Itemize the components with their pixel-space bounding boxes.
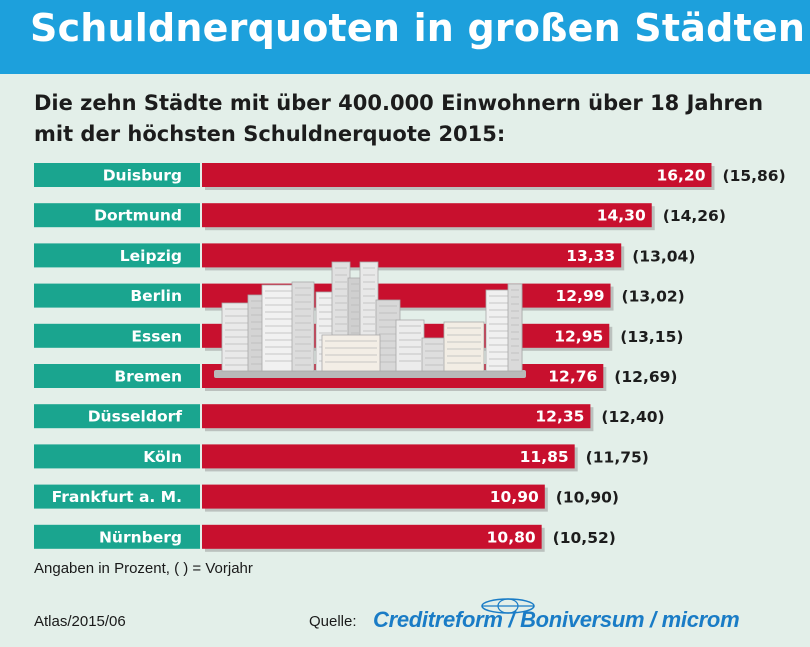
city-skyline-illustration [214, 261, 526, 378]
bar-value-label: 13,33 [566, 247, 615, 265]
bar [202, 444, 575, 469]
previous-year-label: (14,26) [663, 207, 726, 225]
previous-year-label: (13,02) [622, 288, 685, 306]
previous-year-label: (12,40) [601, 408, 664, 426]
bar-value-label: 12,35 [535, 408, 584, 426]
bar [202, 404, 591, 429]
category-label: Köln [143, 448, 182, 466]
category-label-bg [34, 484, 200, 509]
bar-value-label: 12,76 [548, 368, 597, 386]
category-label-bg [34, 323, 200, 348]
category-label-bg [34, 444, 200, 469]
header-bar [0, 0, 810, 74]
category-label-bg [34, 243, 200, 268]
skyline-building [321, 334, 381, 372]
bar-value-label: 16,20 [656, 167, 705, 185]
category-label: Berlin [130, 287, 182, 305]
bar-value-label: 12,99 [556, 287, 605, 305]
category-label-bg [34, 203, 200, 228]
previous-year-label: (12,69) [614, 368, 677, 386]
category-label: Frankfurt a. M. [52, 488, 182, 506]
source-label: Quelle: [309, 613, 357, 630]
bar [202, 524, 542, 549]
bar [202, 163, 712, 187]
category-label-bg [34, 404, 200, 429]
category-label: Dortmund [94, 207, 182, 225]
previous-year-label: (13,04) [632, 247, 695, 265]
skyline-building [261, 284, 297, 372]
category-label: Bremen [114, 368, 182, 386]
bar [202, 243, 622, 268]
bar-value-label: 14,30 [597, 207, 646, 225]
category-label-bg [34, 163, 200, 187]
page-title: Schuldnerquoten in großen Städten [30, 6, 806, 50]
category-label-bg [34, 283, 200, 308]
category-label-bg [34, 524, 200, 549]
previous-year-label: (13,15) [620, 328, 683, 346]
previous-year-label: (10,52) [553, 529, 616, 547]
category-label: Düsseldorf [88, 408, 183, 426]
bar-value-label: 12,95 [554, 327, 603, 345]
category-label: Essen [131, 327, 182, 345]
bar-value-label: 11,85 [520, 448, 569, 466]
bar-value-label: 10,80 [487, 528, 536, 546]
category-label: Duisburg [103, 167, 182, 185]
bar [202, 203, 652, 228]
previous-year-label: (10,90) [556, 489, 619, 507]
previous-year-label: (15,86) [722, 167, 785, 185]
skyline-building [421, 337, 447, 372]
source-brand-names: Creditreform / Boniversum / microm [373, 607, 740, 632]
skyline-building [395, 319, 425, 372]
globe-logo-icon [481, 598, 535, 614]
bar [202, 484, 545, 509]
chart-subtitle: Die zehn Städte mit über 400.000 Einwohn… [34, 91, 764, 146]
bar-value-label: 10,90 [490, 488, 539, 506]
skyline-building [507, 283, 523, 372]
category-label: Nürnberg [99, 528, 182, 546]
skyline-building [291, 281, 315, 372]
category-label: Leipzig [120, 247, 182, 265]
skyline-ground-shadow [214, 370, 526, 378]
skyline-building [443, 321, 485, 372]
category-label-bg [34, 364, 200, 388]
footnote: Angaben in Prozent, ( ) = Vorjahr [34, 560, 253, 577]
previous-year-label: (11,75) [586, 448, 649, 466]
edition-label: Atlas/2015/06 [34, 613, 126, 630]
